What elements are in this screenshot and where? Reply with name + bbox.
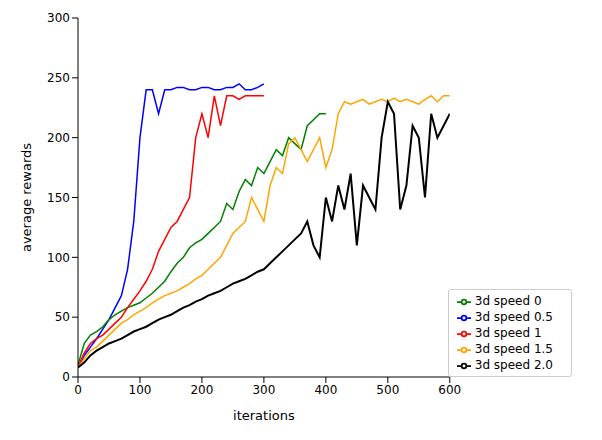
svg-text:150: 150	[47, 191, 70, 205]
html-text:3d speed 0.5: 3d speed 0.5	[474, 310, 553, 324]
html-text:3d speed 0: 3d speed 0	[474, 294, 542, 308]
svg-text:0: 0	[74, 383, 82, 397]
html-text:3d speed 2.0: 3d speed 2.0	[474, 358, 553, 372]
svg-text:400: 400	[314, 383, 337, 397]
svg-text:average rewards: average rewards	[19, 143, 34, 252]
svg-text:300: 300	[47, 11, 70, 25]
svg-text:500: 500	[376, 383, 399, 397]
svg-text:100: 100	[47, 251, 70, 265]
svg-text:0: 0	[62, 370, 70, 384]
svg-text:200: 200	[47, 131, 70, 145]
svg-text:iterations: iterations	[233, 408, 295, 423]
html-text:3d speed 1.5: 3d speed 1.5	[474, 342, 553, 356]
svg-text:300: 300	[252, 383, 275, 397]
svg-text:50: 50	[55, 310, 70, 324]
svg-text:600: 600	[438, 383, 461, 397]
svg-text:200: 200	[190, 383, 213, 397]
svg-text:250: 250	[47, 71, 70, 85]
html-text:3d speed 1: 3d speed 1	[474, 326, 542, 340]
svg-text:100: 100	[129, 383, 152, 397]
